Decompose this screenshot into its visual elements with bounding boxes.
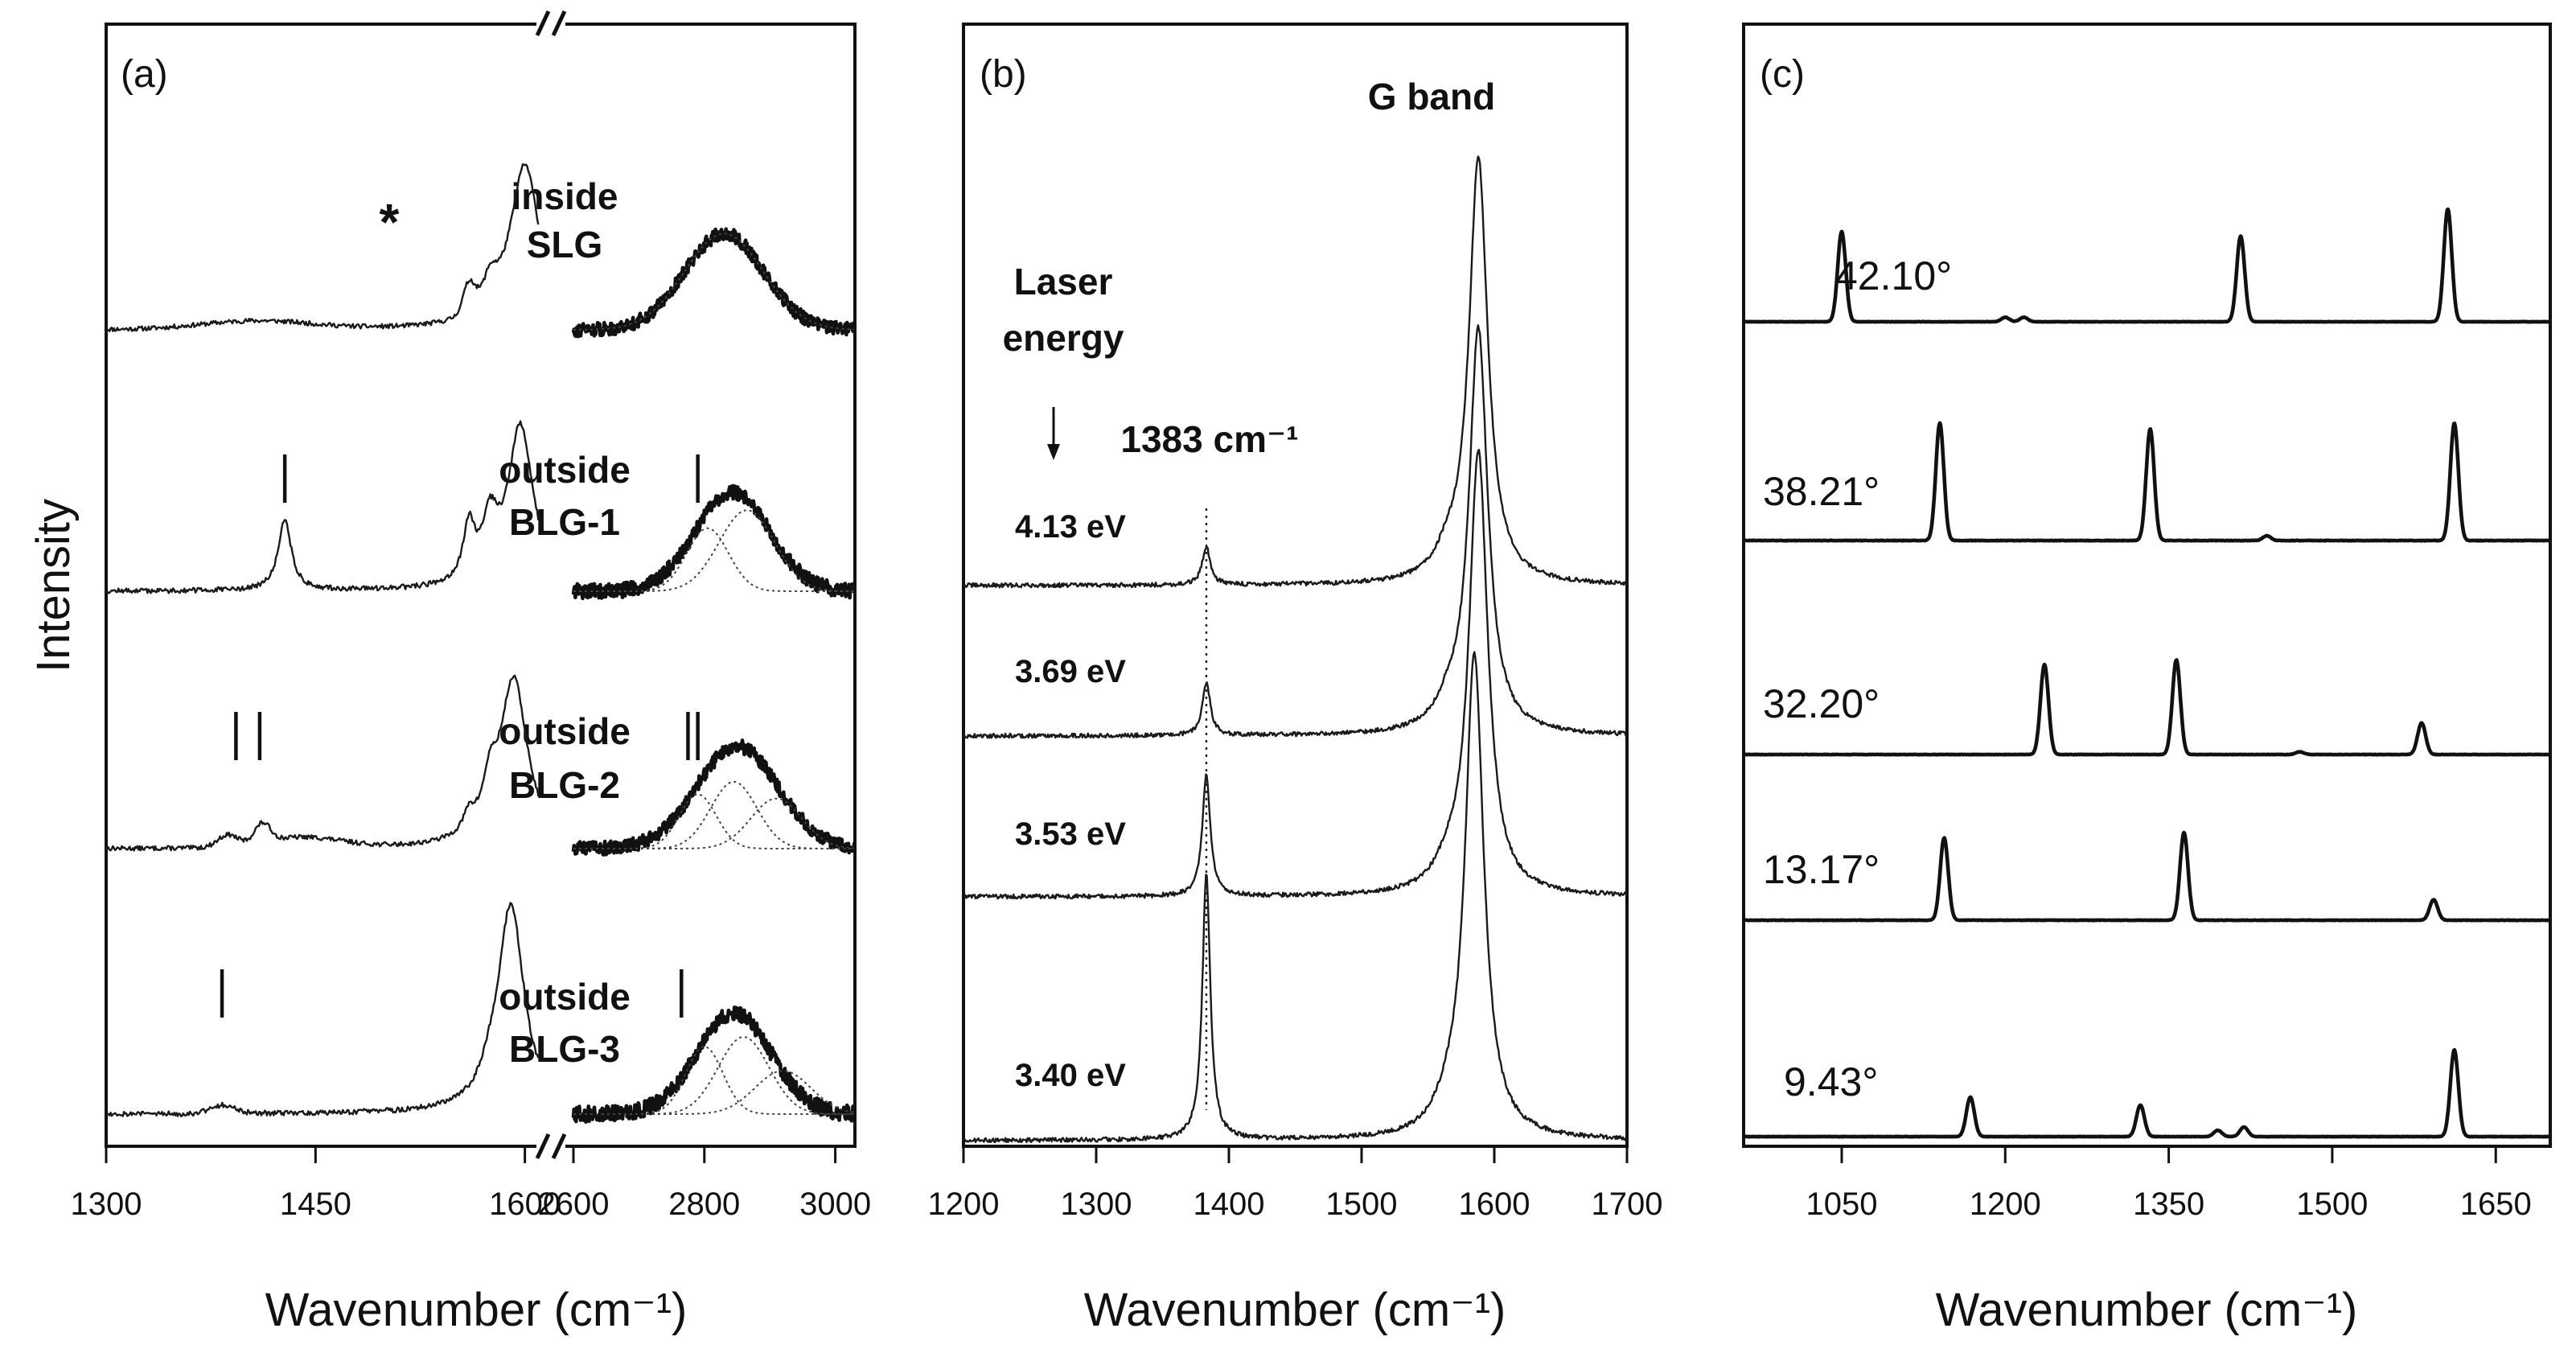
panel-a-x-tick-label-1300: 1300 (71, 1186, 142, 1222)
panel-b-series-label-1: 4.13 eV (1015, 509, 1126, 545)
panel-c-x-tick-label-1350: 1350 (2133, 1186, 2204, 1222)
panel-a-fit-1-1 (573, 232, 854, 331)
panel-a-frame (105, 23, 857, 1148)
panel-a-x-tick-label-2800: 2800 (668, 1186, 740, 1222)
panel-c-x-tick-label-1050: 1050 (1806, 1186, 1877, 1222)
panel-b-x-axis-label: Wavenumber (cm⁻¹) (1084, 1284, 1506, 1336)
panel-a-x-tick-label-2600: 2600 (538, 1186, 610, 1222)
panel-b-label: (b) (980, 53, 1027, 96)
panel-c-series-label-3: 32.20° (1763, 681, 1880, 726)
panel-b-trace-1 (963, 155, 1628, 589)
panel-a-fit-3-3 (573, 797, 854, 849)
panel-b-x-tick-label-1300: 1300 (1061, 1186, 1132, 1222)
panel-b-x-tick-label-1500: 1500 (1326, 1186, 1398, 1222)
panel-c-plot: 42.10° 38.21° 32.20° 13.17° 9.43° (1742, 207, 2552, 1139)
panel-c-trace-5 (1742, 1047, 2552, 1139)
panel-c-x-tick-label-1200: 1200 (1970, 1186, 2041, 1222)
panel-b-trace-3 (962, 448, 1628, 900)
panel-c-x-tick-label-1650: 1650 (2460, 1186, 2532, 1222)
panel-a-fit-2-2 (573, 509, 854, 592)
panel-b-x-tick-label-1600: 1600 (1459, 1186, 1530, 1222)
panel-a-trace-right-2 (571, 483, 857, 601)
panel-a-series-3-label-line2: BLG-2 (509, 764, 620, 806)
panel-a-trace-left-4 (105, 902, 540, 1117)
y-axis-label: Intensity (27, 499, 80, 672)
panel-a-x-axis-label: Wavenumber (cm⁻¹) (265, 1284, 688, 1336)
panel-a-plot (105, 163, 857, 1124)
panel-b-g-band-label: G band (1368, 76, 1495, 117)
panel-c-x-axis-label: Wavenumber (cm⁻¹) (1936, 1284, 2358, 1336)
panel-a-trace-right-3 (571, 738, 857, 857)
panel-a-trace-left-3 (105, 674, 540, 852)
panel-c-series-label-1: 42.10° (1835, 253, 1952, 298)
panel-b-x-tick-label-1700: 1700 (1592, 1186, 1663, 1222)
panel-a-trace-right-1 (571, 227, 857, 339)
panel-c-trace-3 (1742, 658, 2552, 757)
panel-b-peak-label: 1383 cm⁻¹ (1120, 418, 1298, 460)
panel-c-series-label-5: 9.43° (1784, 1059, 1878, 1104)
panel-b-series-label-4: 3.40 eV (1015, 1058, 1126, 1093)
panel-a-fit-4-3 (573, 1069, 854, 1115)
panel-b-x-tick-label-1200: 1200 (928, 1186, 1000, 1222)
panel-a-series-1-label-line1: inside (512, 175, 618, 217)
panel-b-trace-4 (962, 651, 1628, 1144)
panel-b-laser-label-line2: energy (1003, 317, 1124, 359)
panel-c-series-label-4: 13.17° (1763, 847, 1880, 892)
panel-b-series-label-2: 3.69 eV (1015, 654, 1126, 689)
panel-a-star-marker: * (380, 193, 400, 251)
panel-a-trace-left-2 (105, 420, 540, 594)
panel-a-series-1-label-line2: SLG (527, 224, 603, 265)
panel-c-x-tick-label-1500: 1500 (2296, 1186, 2368, 1222)
panel-a-series-4-label-line2: BLG-3 (509, 1028, 620, 1070)
panel-c-trace-4 (1742, 830, 2552, 923)
panel-a-x-tick-label-1600: 1600 (489, 1186, 561, 1222)
panel-a-label: (a) (121, 53, 168, 96)
panel-a-series-3-label-line1: outside (499, 710, 631, 752)
panel-c-trace-1 (1742, 207, 2552, 324)
panel-b-series-label-3: 3.53 eV (1015, 816, 1126, 852)
panel-c-series-label-2: 38.21° (1763, 469, 1880, 514)
panel-c-trace-2 (1742, 421, 2552, 543)
panel-a-x-tick-label-3000: 3000 (799, 1186, 871, 1222)
panel-a-trace-left-1 (105, 163, 540, 332)
panel-c-frame (1742, 23, 2552, 1148)
panel-b-laser-label-line1: Laser (1014, 261, 1113, 302)
panel-a-series-2-label-line2: BLG-1 (509, 501, 620, 543)
panel-a-series-4-label-line1: outside (499, 976, 631, 1018)
panel-b-plot: 4.13 eV 3.69 eV 3.53 eV 3.40 eV (962, 155, 1628, 1144)
panel-b-laser-arrow (1047, 407, 1060, 460)
panel-a-bottom-break-mark (535, 1133, 567, 1160)
panel-a-series-2-label-line1: outside (499, 449, 631, 491)
panel-a-x-tick-label-1450: 1450 (280, 1186, 351, 1222)
panel-a-top-break-mark (535, 10, 567, 37)
panel-b-trace-2 (963, 324, 1627, 739)
panel-c-label: (c) (1760, 53, 1805, 96)
panel-b-x-tick-label-1400: 1400 (1194, 1186, 1265, 1222)
